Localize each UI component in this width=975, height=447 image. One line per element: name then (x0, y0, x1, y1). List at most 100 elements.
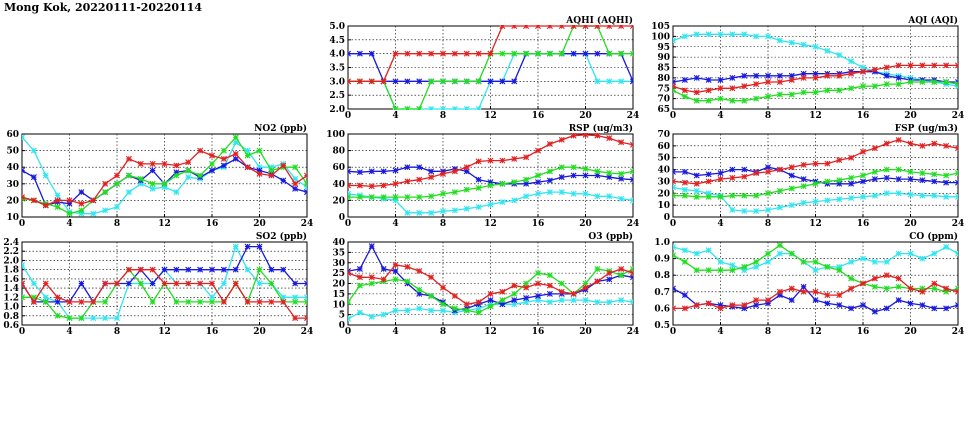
data-point (416, 176, 423, 183)
chart-title: AQI (AQI) (907, 15, 958, 26)
data-point (22, 167, 25, 174)
data-point (368, 194, 375, 201)
x-tick-label: 12 (809, 327, 822, 337)
y-tick-label: 1.6 (3, 275, 19, 285)
data-point (487, 157, 494, 164)
data-point (185, 167, 192, 174)
data-point (788, 39, 795, 46)
data-point (955, 62, 958, 69)
data-point (673, 168, 676, 175)
data-point (535, 190, 541, 197)
x-tick-label: 12 (158, 327, 171, 337)
data-point (693, 180, 700, 187)
y-tick-label: 3.0 (329, 77, 345, 87)
data-point (523, 25, 530, 29)
data-point (618, 175, 625, 182)
data-point (256, 167, 263, 174)
data-point (606, 270, 613, 277)
data-point (630, 141, 633, 148)
data-point (883, 305, 890, 312)
data-point (729, 206, 736, 213)
data-point (753, 208, 760, 215)
data-point (812, 267, 819, 274)
data-point (451, 305, 458, 312)
data-point (392, 180, 399, 187)
data-point (137, 266, 144, 273)
data-point (244, 298, 251, 305)
data-point (304, 189, 307, 196)
data-point (788, 185, 795, 192)
data-point (800, 258, 807, 265)
data-point (765, 190, 771, 197)
y-tick-label: 10 (657, 201, 670, 211)
data-point (185, 159, 192, 166)
data-point (487, 50, 494, 57)
data-point (955, 179, 958, 186)
x-tick-label: 0 (19, 327, 25, 337)
data-point (594, 78, 601, 85)
data-point (440, 78, 446, 85)
data-point (594, 50, 601, 57)
x-tick-label: 20 (253, 327, 266, 337)
data-point (280, 298, 287, 305)
chart-title: FSP (ug/m3) (895, 123, 958, 134)
data-point (137, 160, 144, 167)
data-point (220, 266, 227, 273)
x-tick-label: 20 (579, 327, 592, 337)
data-point (428, 292, 435, 299)
data-point (428, 78, 435, 85)
data-point (463, 307, 470, 314)
data-point (570, 290, 577, 297)
y-tick-label: 20 (332, 196, 345, 206)
data-point (812, 198, 819, 205)
data-point (570, 133, 577, 139)
data-point (232, 134, 239, 141)
x-tick-label: 24 (301, 327, 314, 337)
data-point (511, 25, 518, 29)
data-point (30, 197, 37, 204)
x-tick-label: 20 (579, 111, 592, 121)
data-point (173, 266, 180, 273)
series-group (22, 243, 307, 322)
data-point (681, 192, 688, 199)
x-tick-label: 4 (392, 219, 398, 229)
data-point (630, 299, 633, 306)
data-point (280, 266, 287, 273)
data-point (161, 160, 168, 167)
data-point (705, 31, 712, 38)
data-point (594, 133, 601, 139)
data-point (955, 302, 958, 309)
data-point (919, 302, 926, 309)
data-point (681, 168, 688, 175)
x-tick-label: 8 (765, 219, 771, 229)
data-point (256, 266, 263, 273)
data-point (428, 209, 435, 216)
data-point (268, 164, 275, 171)
y-tick-label: 0 (339, 321, 345, 331)
data-point (197, 147, 204, 154)
data-point (582, 280, 589, 287)
data-point (776, 79, 783, 86)
data-point (741, 31, 748, 38)
data-point (618, 195, 625, 202)
data-point (931, 171, 938, 178)
data-point (90, 315, 97, 322)
data-point (753, 192, 760, 199)
data-point (209, 294, 215, 301)
data-point (173, 172, 180, 179)
data-point (66, 200, 73, 207)
data-point (356, 309, 363, 316)
data-point (895, 74, 902, 81)
y-tick-label: 4.5 (329, 36, 345, 46)
data-point (220, 147, 227, 154)
data-point (788, 172, 795, 179)
data-point (729, 97, 736, 104)
data-point (705, 193, 712, 200)
y-tick-label: 1.4 (3, 284, 19, 294)
data-point (292, 315, 299, 322)
data-point (22, 294, 25, 301)
y-tick-label: 0 (339, 213, 345, 223)
data-point (753, 95, 760, 102)
data-point (463, 301, 470, 308)
